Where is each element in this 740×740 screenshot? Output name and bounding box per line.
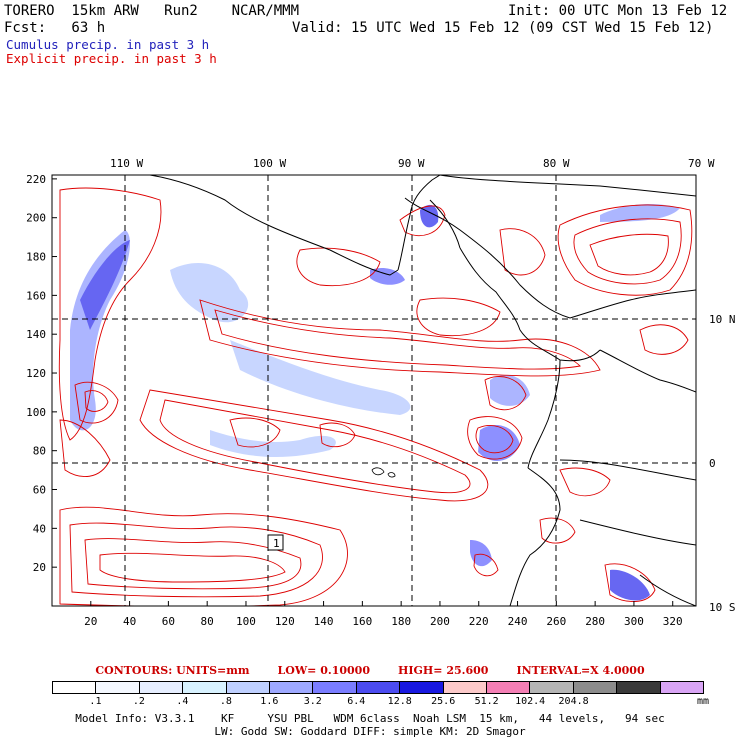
color-bar-tick: 102.4 bbox=[515, 696, 546, 707]
lat-label: 0 bbox=[709, 457, 716, 470]
color-bar-swatch bbox=[139, 682, 184, 693]
color-bar-ticks: .1 .2 .4 .8 1.6 3.2 6.4 12.8 25.6 51.2 102.4 204.8 bbox=[52, 696, 704, 708]
latlon-grid bbox=[52, 175, 696, 606]
color-bar-swatch bbox=[530, 682, 574, 693]
explicit-contours bbox=[58, 187, 693, 606]
contours-interval: INTERVAL=X 4.0000 bbox=[516, 664, 645, 677]
x-tick-label: 300 bbox=[624, 615, 644, 628]
x-tick-label: 160 bbox=[352, 615, 372, 628]
x-tick-label: 220 bbox=[469, 615, 489, 628]
model-info: Model Info: V3.3.1 KF YSU PBL WDM 6class… bbox=[75, 712, 665, 725]
x-axis-ticks: 20 40 60 80 100 120 140 160 180 200 220 240 260 280 30… bbox=[84, 601, 683, 628]
color-bar-tick: 6.4 bbox=[347, 696, 366, 707]
physics-info: LW: Godd SW: Goddard DIFF: simple KM: 2D… bbox=[214, 725, 526, 738]
lon-label: 110 W bbox=[110, 157, 143, 170]
contours-units: CONTOURS: UNITS=mm bbox=[95, 664, 250, 677]
color-bar-swatch bbox=[226, 682, 271, 693]
y-tick-label: 20 bbox=[33, 561, 46, 574]
color-bar-swatch bbox=[400, 682, 444, 693]
x-tick-label: 180 bbox=[391, 615, 411, 628]
color-bar-swatch bbox=[487, 682, 531, 693]
galapagos bbox=[371, 467, 396, 478]
lon-label: 80 W bbox=[543, 157, 570, 170]
explicit-legend: Explicit precip. in past 3 h bbox=[6, 51, 217, 66]
lon-label: 90 W bbox=[398, 157, 425, 170]
cumulus-shading bbox=[70, 204, 680, 601]
y-tick-label: 140 bbox=[26, 328, 46, 341]
inset-label: 1 bbox=[273, 537, 280, 550]
contours-high: HIGH= 25.600 bbox=[397, 664, 489, 677]
y-axis-ticks: 20 40 60 80 100 120 140 160 180 200 220 bbox=[26, 173, 57, 574]
y-tick-label: 200 bbox=[26, 212, 46, 225]
inset-box bbox=[267, 534, 284, 551]
y-tick-label: 180 bbox=[26, 251, 46, 264]
forecast-hour: Fcst: 63 h bbox=[4, 20, 106, 36]
lon-label: 70 W bbox=[688, 157, 715, 170]
x-tick-label: 100 bbox=[236, 615, 256, 628]
x-tick-label: 200 bbox=[430, 615, 450, 628]
map-frame bbox=[51, 174, 697, 607]
init-time: Init: 00 UTC Mon 13 Feb 12 bbox=[508, 3, 728, 19]
model-title: TORERO 15km ARW Run2 NCAR/MMM bbox=[4, 3, 300, 19]
valid-time: Valid: 15 UTC Wed 15 Feb 12 (09 CST Wed … bbox=[292, 20, 714, 36]
color-bar-swatch bbox=[53, 682, 97, 693]
y-tick-label: 60 bbox=[33, 484, 46, 497]
color-bar-tick: .8 bbox=[219, 696, 232, 707]
x-tick-label: 60 bbox=[162, 615, 175, 628]
y-tick-label: 220 bbox=[26, 173, 46, 186]
y-tick-label: 160 bbox=[26, 289, 46, 302]
y-tick-label: 100 bbox=[26, 406, 46, 419]
lon-label: 100 W bbox=[253, 157, 286, 170]
color-bar-swatch bbox=[443, 682, 488, 693]
x-tick-label: 320 bbox=[663, 615, 683, 628]
color-bar-tick: .1 bbox=[89, 696, 102, 707]
color-bar-tick: .4 bbox=[176, 696, 189, 707]
color-bar-swatch bbox=[313, 682, 357, 693]
contours-low: LOW= 0.10000 bbox=[277, 664, 370, 677]
cumulus-legend: Cumulus precip. in past 3 h bbox=[6, 37, 210, 52]
color-bar-units: mm bbox=[697, 696, 710, 707]
x-tick-label: 120 bbox=[275, 615, 295, 628]
color-bar-swatch bbox=[617, 682, 661, 693]
color-bar bbox=[52, 681, 704, 694]
precip-map: 1 110 W 100 W 90 W 80 W 70 W 10 N 0 10 S… bbox=[26, 157, 736, 628]
x-tick-label: 260 bbox=[546, 615, 566, 628]
y-tick-label: 40 bbox=[33, 522, 46, 535]
color-bar-swatch bbox=[96, 682, 140, 693]
lat-label: 10 N bbox=[709, 313, 736, 326]
color-bar-tick: .2 bbox=[132, 696, 145, 707]
color-bar-swatch bbox=[660, 682, 704, 693]
lat-label: 10 S bbox=[709, 601, 736, 614]
x-tick-label: 140 bbox=[314, 615, 334, 628]
x-tick-label: 40 bbox=[123, 615, 136, 628]
y-tick-label: 80 bbox=[33, 445, 46, 458]
color-bar-tick: 12.8 bbox=[387, 696, 412, 707]
color-bar-swatch bbox=[270, 682, 314, 693]
x-tick-label: 80 bbox=[201, 615, 214, 628]
color-bar-tick: 3.2 bbox=[303, 696, 322, 707]
color-bar-swatch bbox=[573, 682, 618, 693]
color-bar-tick: 51.2 bbox=[474, 696, 499, 707]
x-tick-label: 240 bbox=[508, 615, 528, 628]
x-tick-label: 20 bbox=[84, 615, 97, 628]
y-tick-label: 120 bbox=[26, 367, 46, 380]
contours-info: CONTOURS: UNITS=mm LOW= 0.10000 HIGH= 25.6… bbox=[0, 664, 740, 677]
color-bar-swatch bbox=[356, 682, 401, 693]
color-bar-tick: 204.8 bbox=[558, 696, 589, 707]
x-tick-label: 280 bbox=[585, 615, 605, 628]
color-bar-tick: 25.6 bbox=[431, 696, 456, 707]
coastlines bbox=[149, 175, 696, 606]
color-bar-swatch bbox=[183, 682, 227, 693]
color-bar-tick: 1.6 bbox=[260, 696, 279, 707]
